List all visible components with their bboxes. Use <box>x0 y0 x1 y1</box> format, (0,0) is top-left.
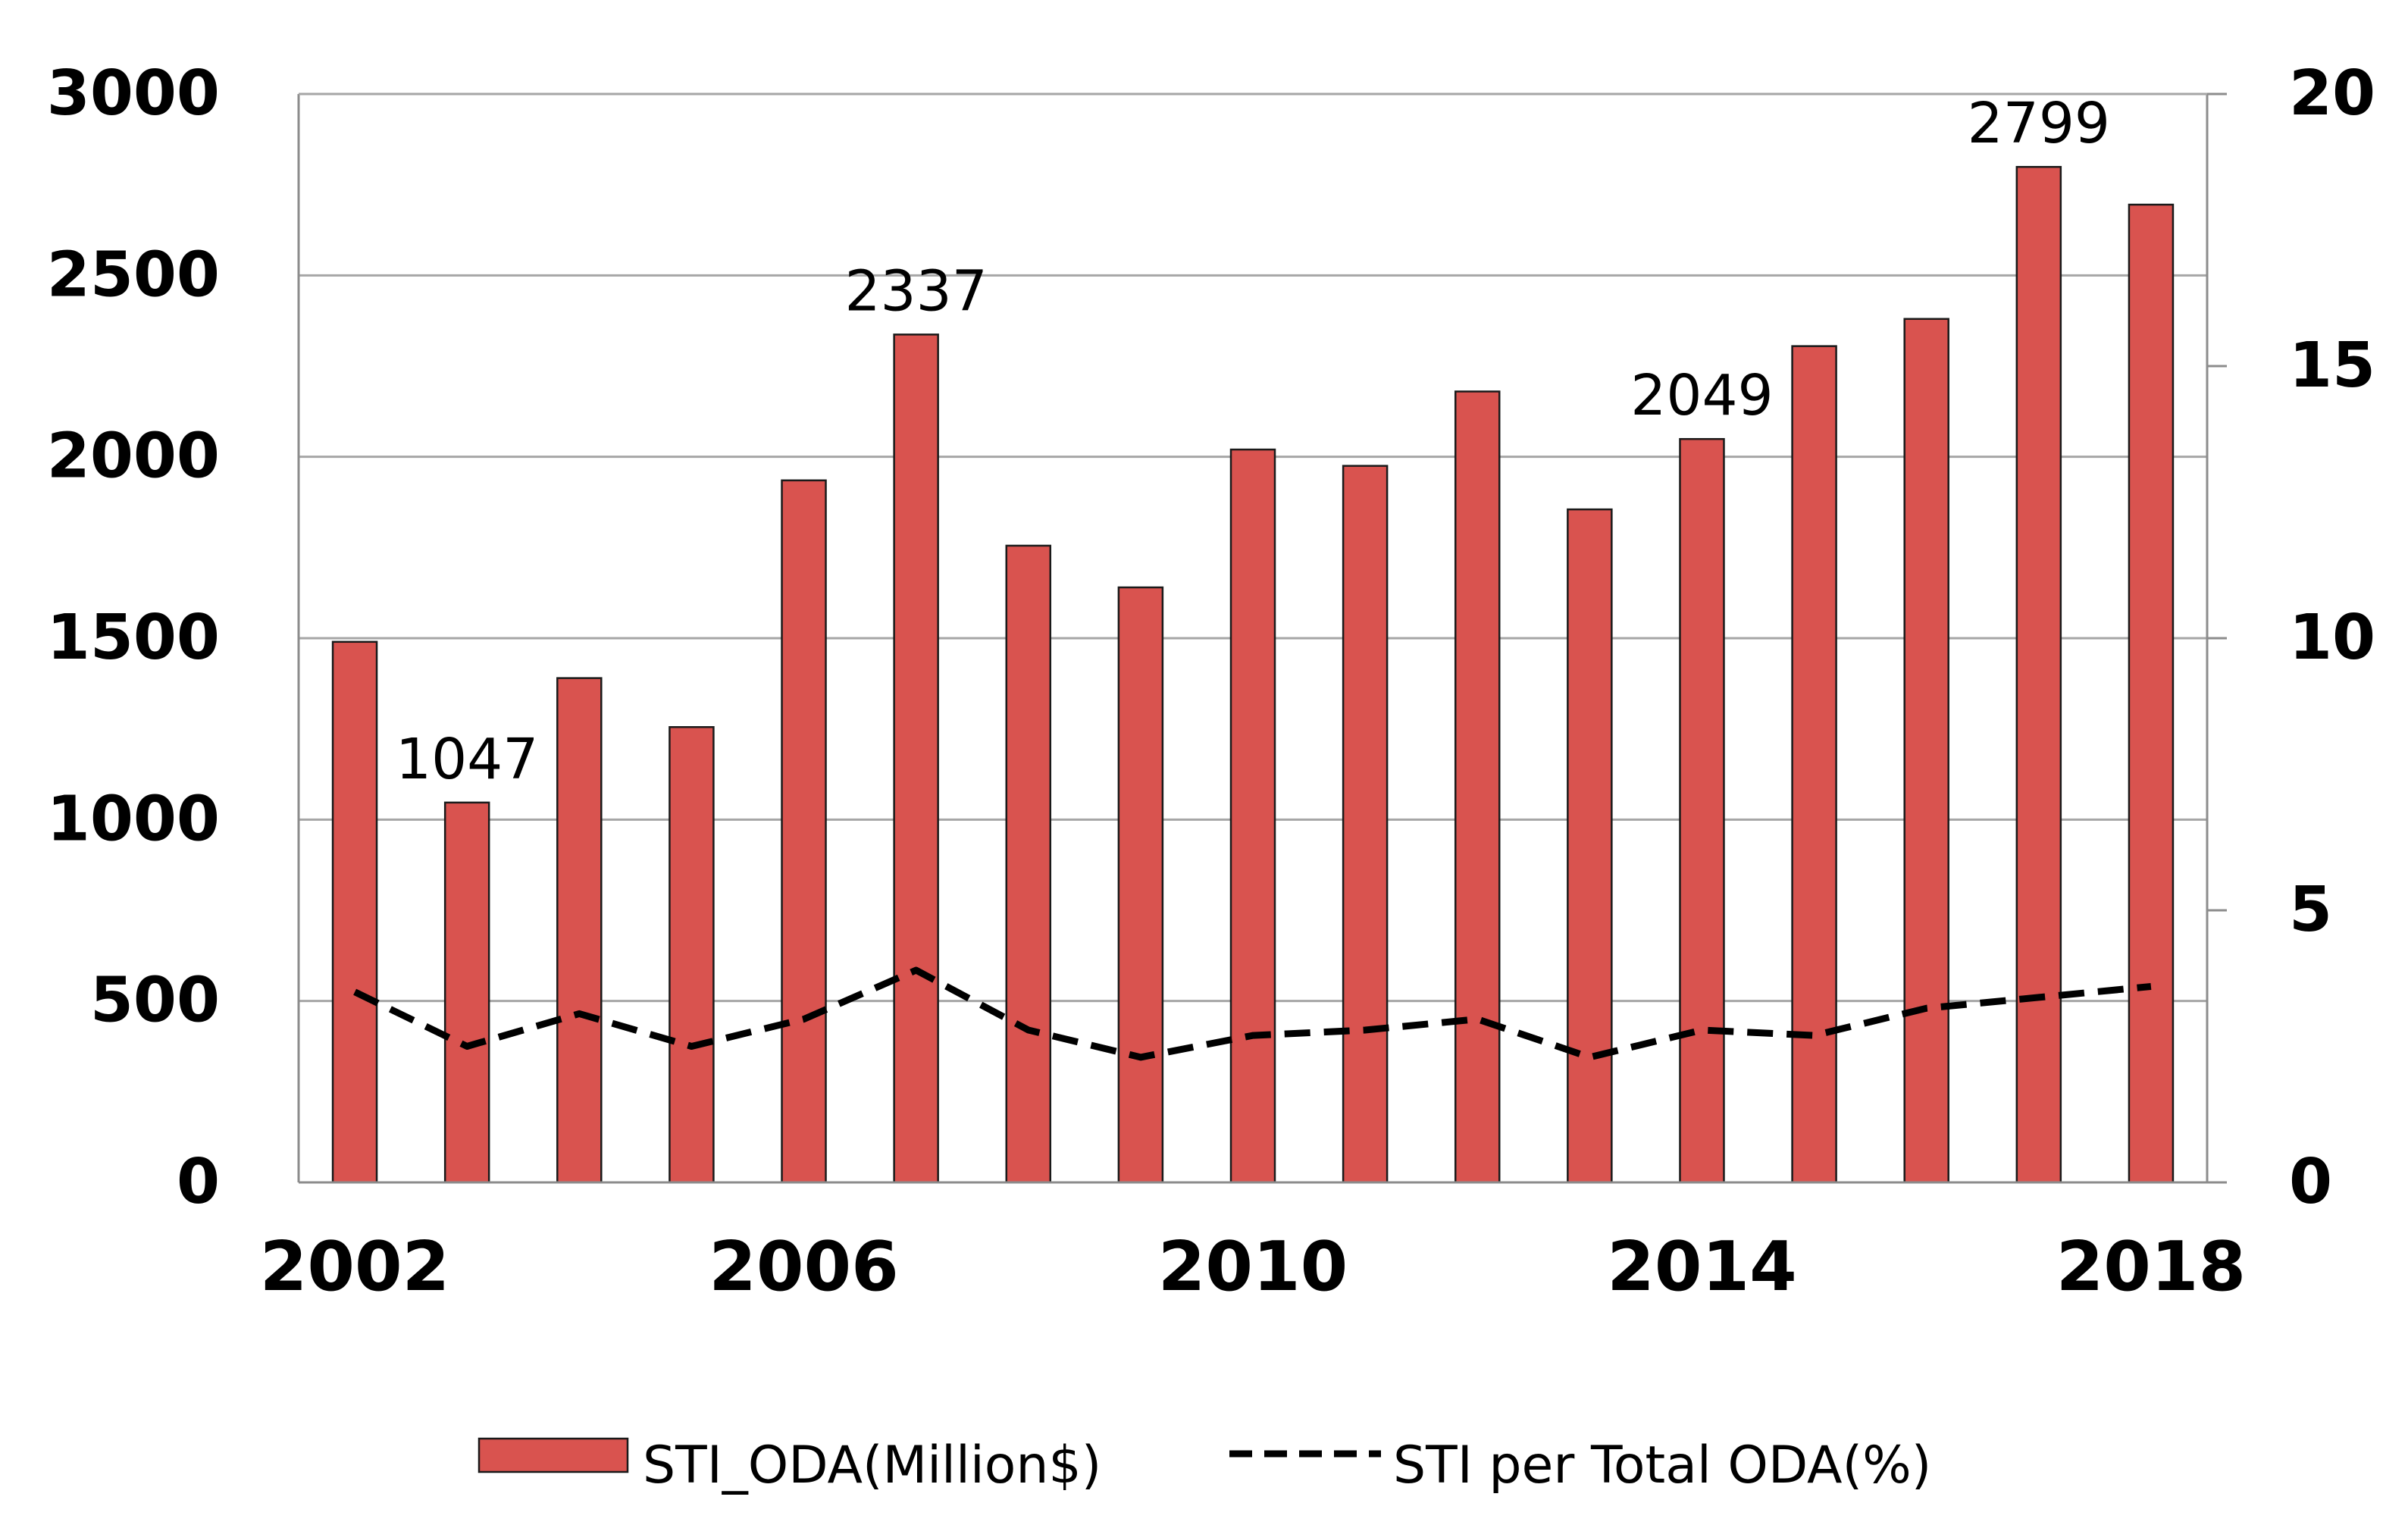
legend-swatch-bar <box>478 1437 629 1473</box>
x-tick-label: 2006 <box>709 1227 899 1307</box>
y-right-tick-label: 10 <box>2289 602 2375 674</box>
legend-label-bar: STI_ODA(Million$) <box>643 1436 1101 1495</box>
bar-2003 <box>443 801 490 1184</box>
bar-2012 <box>1454 390 1501 1184</box>
y-left-tick-label: 3000 <box>47 58 220 130</box>
bar-2016 <box>1903 318 1949 1184</box>
bar-2013 <box>1567 508 1613 1184</box>
y-left-tick-label: 500 <box>90 965 220 1037</box>
y-left-tick-label: 1000 <box>47 783 220 855</box>
data-label: 2799 <box>1968 91 2110 156</box>
data-label: 2337 <box>844 258 987 324</box>
bar-2006 <box>781 479 827 1184</box>
bar-2008 <box>1005 544 1052 1184</box>
line-series <box>353 966 2152 1061</box>
bar-2009 <box>1117 586 1164 1184</box>
legend-label-line: STI per Total ODA(%) <box>1393 1436 1931 1495</box>
bar-2018 <box>2128 203 2175 1184</box>
bar-2017 <box>2015 165 2062 1184</box>
y-right-tick-label: 20 <box>2289 58 2375 130</box>
data-labels: 1047 2337 2049 2799 <box>396 91 2110 792</box>
axes: 0 500 1000 1500 2000 2500 3000 0 5 10 15 20 2002 2006… <box>47 58 2375 1307</box>
x-tick-label: 2018 <box>2056 1227 2247 1307</box>
y-left-tick-label: 0 <box>177 1146 220 1218</box>
bar-2004 <box>556 677 603 1184</box>
bar-2002 <box>331 640 378 1184</box>
data-label: 1047 <box>396 727 538 792</box>
sti-per-total-oda-line <box>353 966 2152 1061</box>
bar-2014 <box>1679 437 1725 1184</box>
x-tick-label: 2010 <box>1158 1227 1348 1307</box>
y-left-tick-label: 2000 <box>47 421 220 493</box>
y-left-tick-label: 1500 <box>47 602 220 674</box>
bar-series <box>331 165 2175 1184</box>
bar-2005 <box>669 726 715 1184</box>
y-left-tick-label: 2500 <box>47 239 220 311</box>
y-right-tick-label: 15 <box>2289 330 2375 402</box>
y-right-tick-label: 5 <box>2289 874 2332 946</box>
bar-2011 <box>1342 465 1389 1184</box>
bar-2015 <box>1791 345 1837 1184</box>
x-tick-label: 2002 <box>260 1227 450 1307</box>
legend: STI_ODA(Million$) STI per Total ODA(%) <box>478 1436 1931 1495</box>
bar-2010 <box>1229 448 1276 1184</box>
y-right-tick-label: 0 <box>2289 1146 2332 1218</box>
x-tick-label: 2014 <box>1607 1227 1797 1307</box>
bar-2007 <box>893 333 939 1184</box>
data-label: 2049 <box>1630 363 1773 428</box>
